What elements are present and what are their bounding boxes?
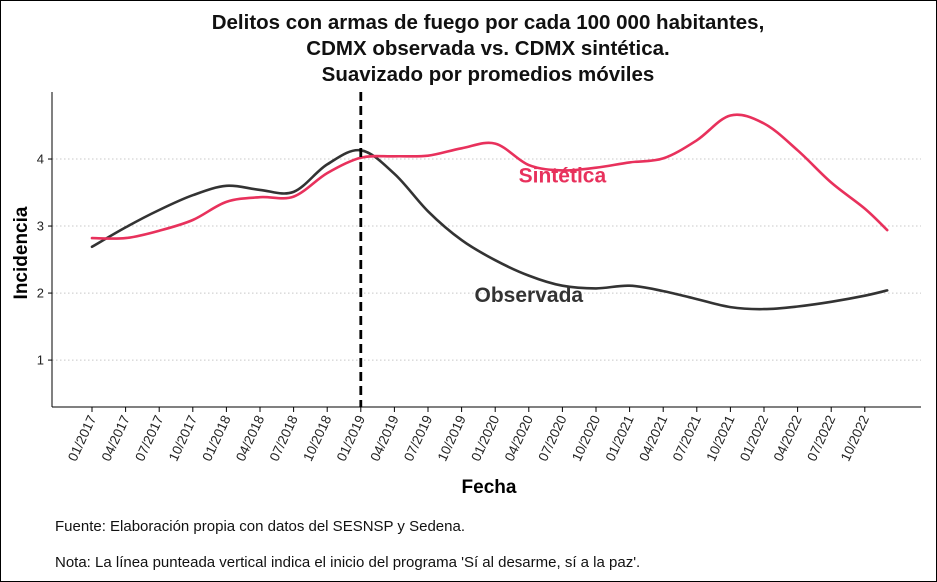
x-tick-label: 04/2019 (367, 413, 401, 464)
series-labels: Observada Sintética (475, 164, 607, 306)
x-tick-label: 10/2021 (703, 413, 737, 464)
x-tick-label: 01/2022 (737, 413, 771, 464)
x-tick-label: 01/2021 (603, 413, 637, 464)
chart-title-line: CDMX observada vs. CDMX sintética. (306, 37, 669, 60)
x-tick-label: 07/2019 (401, 413, 435, 464)
source-note: Fuente: Elaboración propia con datos del… (55, 518, 465, 535)
chart-title-line: Suavizado por promedios móviles (322, 63, 655, 86)
x-tick-label: 10/2020 (569, 413, 603, 464)
x-axis-title: Fecha (462, 477, 517, 498)
x-tick-label: 04/2021 (636, 413, 670, 464)
series-label-sintetica: Sintética (519, 164, 607, 187)
x-tick-label: 01/2019 (334, 413, 368, 464)
x-tick-label: 10/2022 (838, 413, 872, 464)
x-tick-label: 01/2020 (468, 413, 502, 464)
x-tick-label: 07/2020 (535, 413, 569, 464)
x-tick-label: 07/2022 (804, 413, 838, 464)
x-tick-label: 01/2018 (199, 413, 233, 464)
x-tick-label: 04/2018 (233, 413, 267, 464)
y-axis-title: Incidencia (11, 206, 32, 299)
x-tick-label: 10/2019 (435, 413, 469, 464)
y-ticks: 1 2 3 4 (37, 152, 52, 368)
y-tick-label: 1 (37, 353, 44, 368)
x-tick-label: 04/2022 (771, 413, 805, 464)
x-tick-label: 10/2017 (166, 413, 200, 464)
x-tick-label: 04/2017 (99, 413, 133, 464)
x-tick-label: 10/2018 (300, 413, 334, 464)
axes (51, 92, 921, 408)
x-tick-label: 01/2017 (65, 413, 99, 464)
chart-title-line: Delitos con armas de fuego por cada 100 … (212, 11, 765, 34)
x-tick-label: 04/2020 (502, 413, 536, 464)
x-tick-label: 07/2017 (132, 413, 166, 464)
x-tick-label: 07/2021 (670, 413, 704, 464)
gridlines (52, 158, 921, 361)
series-line-sintetica (90, 113, 889, 240)
series-line-observada (90, 148, 889, 311)
series-label-observada: Observada (475, 284, 584, 307)
x-ticks: 01/2017 04/2017 07/2017 10/2017 01/2018 04/20… (65, 407, 872, 464)
y-tick-label: 3 (37, 219, 44, 234)
x-tick-label: 07/2018 (267, 413, 301, 464)
y-tick-label: 4 (37, 152, 44, 167)
chart-title: Delitos con armas de fuego por cada 100 … (212, 11, 765, 86)
y-tick-label: 2 (37, 286, 44, 301)
series-lines (90, 113, 889, 311)
program-note: Nota: La línea punteada vertical indica … (55, 554, 641, 571)
